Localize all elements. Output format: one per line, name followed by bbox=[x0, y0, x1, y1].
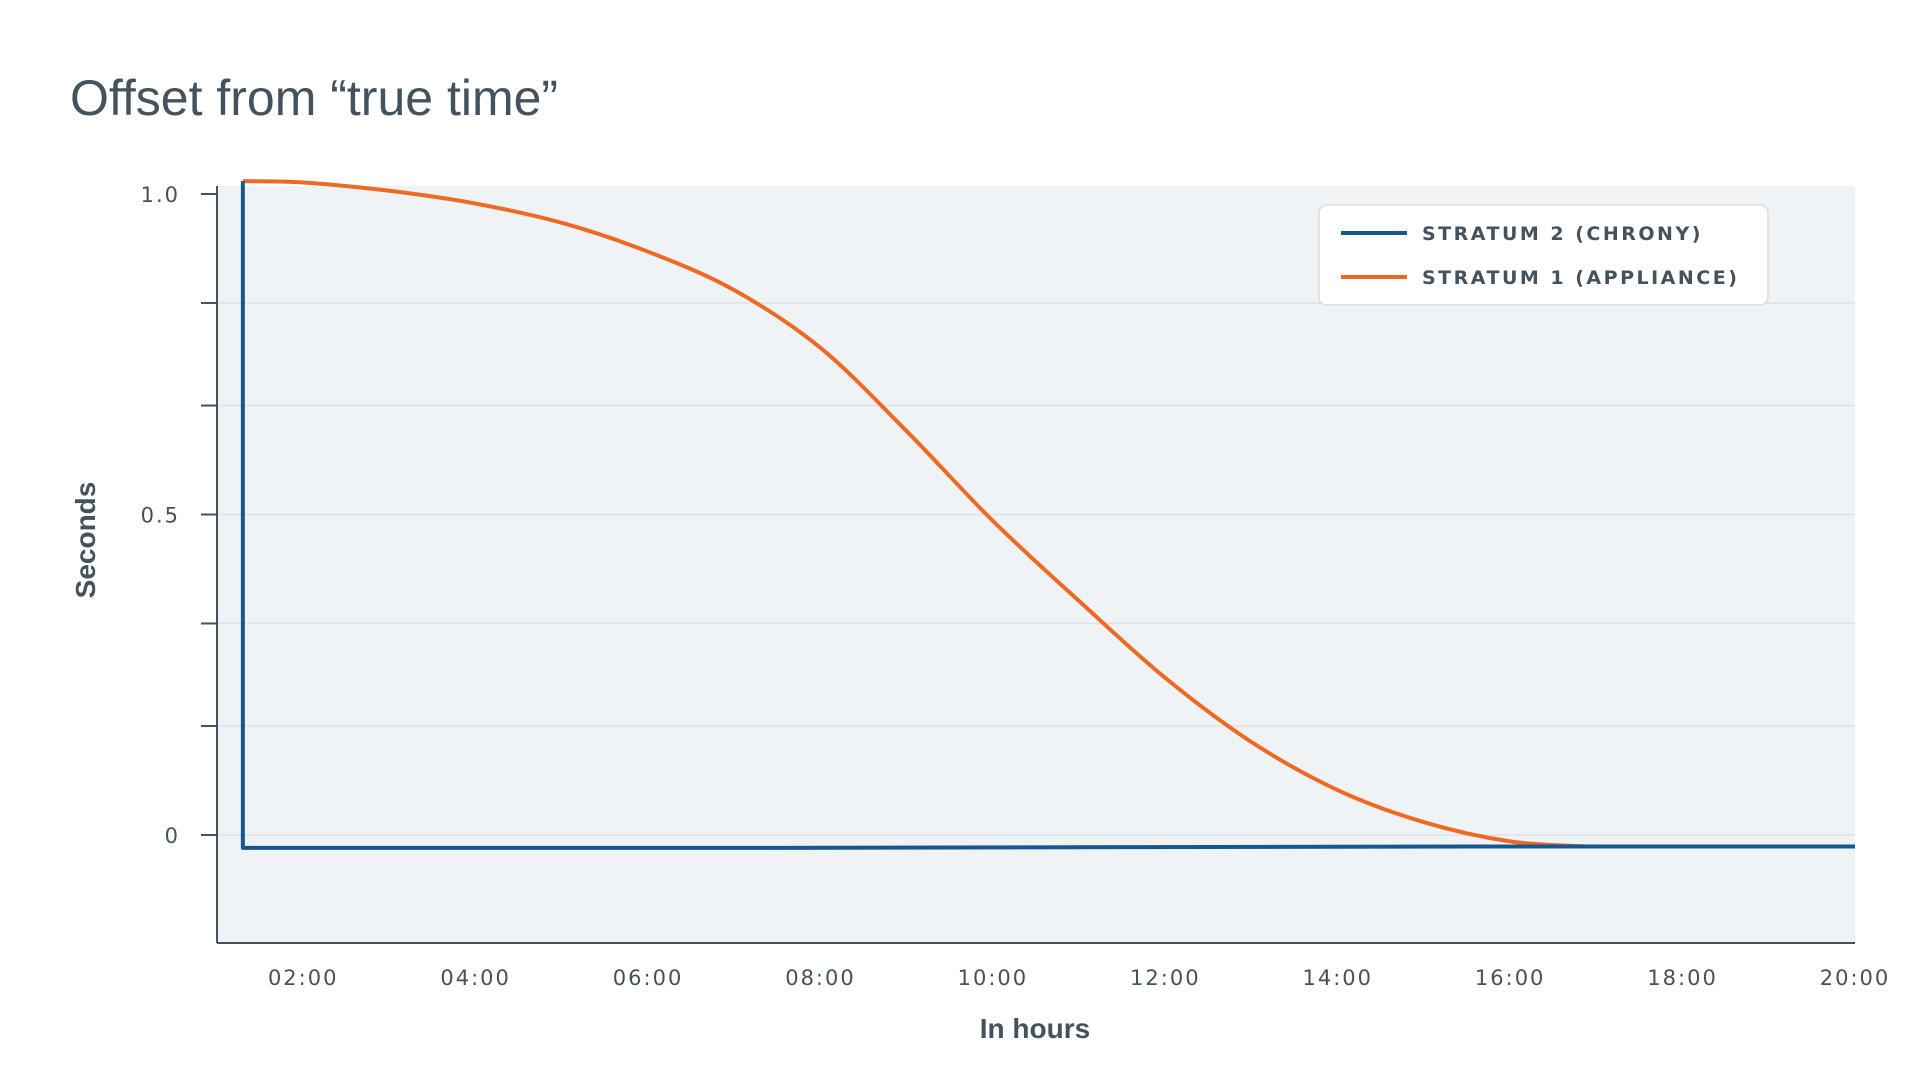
x-tick-label: 12:00 bbox=[1130, 966, 1201, 990]
chart-title: Offset from “true time” bbox=[70, 70, 558, 126]
x-tick-label: 06:00 bbox=[613, 966, 684, 990]
axes bbox=[201, 186, 1855, 944]
x-tick-label: 08:00 bbox=[785, 966, 856, 990]
legend-label: STRATUM 2 (CHRONY) bbox=[1422, 223, 1703, 245]
x-tick-label: 18:00 bbox=[1647, 966, 1718, 990]
x-tick-labels: 02:00 04:00 06:00 08:00 10:00 12:00 14:00 16:00… bbox=[268, 966, 1891, 990]
legend-box bbox=[1318, 204, 1769, 306]
gridlines bbox=[217, 302, 1855, 836]
x-axis-label: In hours bbox=[980, 1013, 1090, 1044]
x-tick-label: 04:00 bbox=[440, 966, 511, 990]
series-lines bbox=[240, 179, 1855, 850]
x-tick-label: 14:00 bbox=[1302, 966, 1373, 990]
series-line-stratum-1-appliance bbox=[242, 179, 1588, 849]
x-tick-label: 10:00 bbox=[958, 966, 1029, 990]
series-line-stratum-2-chrony bbox=[240, 181, 1855, 850]
y-tick-labels: 1.0 0.5 0 bbox=[141, 183, 180, 848]
y-tick-label: 0 bbox=[165, 824, 180, 848]
plot-area bbox=[217, 186, 1855, 943]
y-tick-label: 1.0 bbox=[141, 183, 180, 207]
y-tick-label: 0.5 bbox=[141, 504, 180, 528]
x-tick-label: 02:00 bbox=[268, 966, 339, 990]
x-tick-label: 16:00 bbox=[1475, 966, 1546, 990]
x-tick-label: 20:00 bbox=[1820, 966, 1891, 990]
legend-label: STRATUM 1 (APPLIANCE) bbox=[1422, 267, 1739, 289]
legend: STRATUM 2 (CHRONY) STRATUM 1 (APPLIANCE) bbox=[1318, 204, 1769, 306]
y-axis-label: Seconds bbox=[70, 482, 101, 599]
